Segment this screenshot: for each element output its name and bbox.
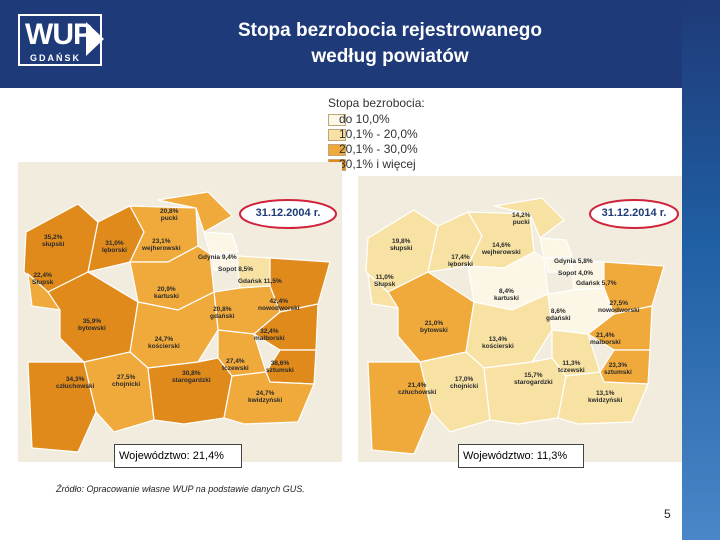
legend-item: do 10,0%	[328, 112, 442, 127]
region-label-pucki: 20,8% pucki	[160, 208, 179, 222]
region-label-nowodworski: 27,5% nowodworski	[598, 300, 640, 314]
region-label-wejherowski: 14,6% wejherowski	[482, 242, 521, 256]
region-label-gdansk: Gdańsk 5,7%	[576, 280, 617, 287]
region-kwidzynski	[223, 371, 315, 425]
region-label-slupski: 35,2% słupski	[42, 234, 65, 248]
region-label-bytowski: 21,0% bytowski	[420, 320, 448, 334]
side-accent-bar	[682, 0, 720, 540]
legend-label: 20,1% - 30,0%	[339, 142, 418, 156]
region-czluchowski	[367, 361, 433, 455]
wup-logo: WUP GDAŃSK	[18, 14, 104, 66]
region-label-gdynia: Gdynia 5,8%	[554, 258, 593, 265]
region-label-malborski: 21,4% malborski	[590, 332, 621, 346]
region-label-wejherowski: 23,1% wejherowski	[142, 238, 181, 252]
date-badge-2014	[589, 199, 679, 229]
legend-item: 20,1% - 30,0%	[328, 142, 442, 157]
title-line-2: według powiatów	[311, 46, 469, 67]
legend-item: 30,1% i więcej	[328, 157, 442, 172]
legend-label: do 10,0%	[339, 112, 390, 126]
region-label-sopot: Sopot 8,5%	[218, 266, 254, 273]
region-bytowski	[47, 271, 139, 363]
region-label-malborski: 32,4% malborski	[254, 328, 285, 342]
region-label-czluchowski: 34,3% człuchowski	[56, 376, 95, 390]
voivodeship-rate-2004: Województwo: 21,4%	[114, 444, 242, 468]
header-bar	[0, 0, 720, 88]
voivodeship-rate-2014: Województwo: 11,3%	[458, 444, 584, 468]
region-label-gdanski: 8,6% gdański	[546, 308, 571, 322]
region-label-sztumski: 23,3% sztumski	[604, 362, 632, 376]
page-number: 5	[664, 507, 671, 521]
map-2014-svg	[365, 197, 679, 455]
region-label-slupsk: 11,0% Słupsk	[374, 274, 396, 288]
legend: Stopa bezrobocia: do 10,0% 10,1% - 20,0%…	[328, 96, 442, 172]
region-label-leborski: 31,0% lęborski	[102, 240, 127, 254]
slide-title: Stopa bezrobocia rejestrowanego według p…	[150, 18, 630, 70]
logo-arrow-icon	[86, 22, 104, 56]
region-gdynia	[203, 231, 239, 255]
logo-subtext: GDAŃSK	[30, 53, 82, 63]
region-label-starogardzki: 15,7% starogardzki	[514, 372, 553, 386]
region-label-kartuski: 20,9% kartuski	[154, 286, 179, 300]
region-label-kartuski: 8,4% kartuski	[494, 288, 519, 302]
region-label-leborski: 17,4% lęborski	[448, 254, 473, 268]
region-starogardzki	[483, 357, 567, 425]
legend-item: 10,1% - 20,0%	[328, 127, 442, 142]
legend-title: Stopa bezrobocia:	[328, 96, 425, 110]
region-label-koscierski: 13,4% kościerski	[482, 336, 514, 350]
region-label-tczewski: 27,4% tczewski	[222, 358, 249, 372]
legend-label: 30,1% i więcej	[339, 157, 416, 171]
date-badge-2004	[239, 199, 337, 229]
region-label-bytowski: 35,9% bytowski	[78, 318, 106, 332]
legend-swatch	[328, 144, 346, 156]
title-line-1: Stopa bezrobocia rejestrowanego	[237, 20, 543, 41]
region-label-chojnicki: 17,0% chojnicki	[450, 376, 479, 390]
region-gdynia	[539, 237, 573, 259]
region-chojnicki	[83, 351, 155, 433]
region-label-kwidzynski: 13,1% kwidzyński	[588, 390, 623, 404]
region-label-sztumski: 38,6% sztumski	[266, 360, 294, 374]
region-label-tczewski: 11,3% tczewski	[558, 360, 585, 374]
region-czluchowski	[27, 361, 97, 453]
region-label-starogardzki: 30,8% starogardzki	[172, 370, 211, 384]
region-label-koscierski: 24,7% kościerski	[148, 336, 180, 350]
region-starogardzki	[147, 357, 233, 425]
region-label-gdanski: 20,8% gdański	[210, 306, 235, 320]
region-label-nowodworski: 42,4% nowodworski	[258, 298, 300, 312]
region-kwidzynski	[557, 371, 649, 425]
region-label-slupski: 19,8% słupski	[390, 238, 413, 252]
legend-swatch	[328, 114, 346, 126]
map-2004: 31.12.2004 r. 20,8% pucki 35,2% słupski 31…	[18, 162, 342, 462]
region-bytowski	[387, 271, 475, 363]
region-label-gdynia: Gdynia 9,4%	[198, 254, 237, 261]
region-label-chojnicki: 27,5% chojnicki	[112, 374, 141, 388]
region-label-gdansk: Gdańsk 11,5%	[238, 278, 282, 285]
map-2014: 31.12.2014 r. 14,2% pucki 19,8% słupski 14…	[358, 176, 682, 462]
map-date-2014: 31.12.2014 r.	[601, 207, 667, 219]
region-label-czluchowski: 21,4% człuchowski	[398, 382, 437, 396]
region-label-sopot: Sopot 4,0%	[558, 270, 594, 277]
region-pucki	[157, 191, 233, 233]
region-label-pucki: 14,2% pucki	[512, 212, 531, 226]
map-2004-svg	[23, 191, 337, 453]
legend-label: 10,1% - 20,0%	[339, 127, 418, 141]
legend-swatch	[328, 129, 346, 141]
map-date-2004: 31.12.2004 r.	[255, 207, 321, 219]
region-label-slupsk: 22,4% Słupsk	[32, 272, 54, 286]
region-pucki	[493, 197, 565, 239]
logo-text: WUP	[25, 18, 93, 51]
source-note: Źródło: Opracowanie własne WUP na podsta…	[56, 484, 305, 494]
region-label-kwidzynski: 24,7% kwidzyński	[248, 390, 283, 404]
